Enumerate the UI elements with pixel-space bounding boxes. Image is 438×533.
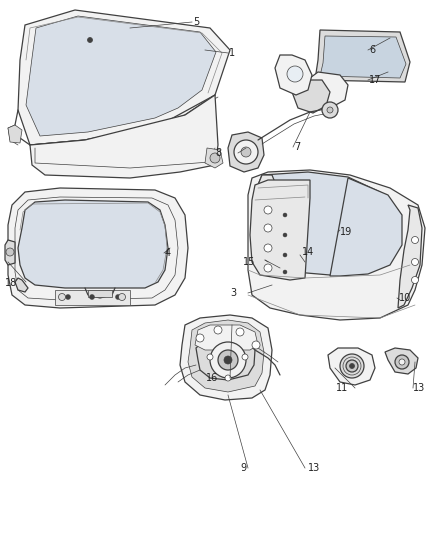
Text: 15: 15 bbox=[243, 257, 255, 267]
Circle shape bbox=[214, 326, 222, 334]
Circle shape bbox=[346, 360, 358, 372]
Polygon shape bbox=[8, 125, 22, 143]
Circle shape bbox=[224, 356, 232, 364]
Circle shape bbox=[210, 153, 220, 163]
Polygon shape bbox=[320, 36, 406, 78]
Polygon shape bbox=[385, 348, 418, 374]
Polygon shape bbox=[30, 95, 218, 178]
Circle shape bbox=[119, 294, 126, 301]
Text: 6: 6 bbox=[369, 45, 375, 55]
Polygon shape bbox=[18, 200, 168, 288]
Text: 19: 19 bbox=[340, 227, 352, 237]
Text: 18: 18 bbox=[5, 278, 17, 288]
Text: 13: 13 bbox=[413, 383, 425, 393]
Circle shape bbox=[411, 277, 418, 284]
Circle shape bbox=[196, 334, 204, 342]
Circle shape bbox=[395, 355, 409, 369]
Circle shape bbox=[241, 147, 251, 157]
Text: 14: 14 bbox=[302, 247, 314, 257]
Polygon shape bbox=[88, 290, 112, 297]
Polygon shape bbox=[328, 348, 375, 385]
Circle shape bbox=[264, 264, 272, 272]
Text: 13: 13 bbox=[308, 463, 320, 473]
Text: 11: 11 bbox=[336, 383, 348, 393]
Polygon shape bbox=[398, 205, 422, 308]
Circle shape bbox=[283, 213, 287, 217]
Polygon shape bbox=[15, 278, 28, 292]
Polygon shape bbox=[292, 80, 330, 113]
Polygon shape bbox=[188, 320, 264, 392]
Circle shape bbox=[225, 375, 231, 381]
Text: 17: 17 bbox=[369, 75, 381, 85]
Polygon shape bbox=[315, 30, 410, 82]
Circle shape bbox=[264, 206, 272, 214]
Circle shape bbox=[89, 295, 95, 300]
Circle shape bbox=[88, 37, 92, 43]
Circle shape bbox=[264, 244, 272, 252]
Polygon shape bbox=[8, 188, 188, 308]
Circle shape bbox=[6, 248, 14, 256]
Circle shape bbox=[218, 350, 238, 370]
Text: 7: 7 bbox=[294, 142, 300, 152]
Circle shape bbox=[411, 259, 418, 265]
Polygon shape bbox=[26, 16, 216, 136]
Text: 9: 9 bbox=[240, 463, 246, 473]
Polygon shape bbox=[248, 170, 425, 320]
Polygon shape bbox=[275, 55, 312, 95]
Circle shape bbox=[116, 295, 120, 300]
Circle shape bbox=[287, 66, 303, 82]
Text: 3: 3 bbox=[230, 288, 236, 298]
Polygon shape bbox=[195, 325, 258, 350]
Circle shape bbox=[350, 364, 354, 368]
Polygon shape bbox=[5, 240, 15, 265]
Polygon shape bbox=[180, 315, 272, 400]
Polygon shape bbox=[253, 175, 278, 268]
Polygon shape bbox=[55, 290, 130, 305]
Circle shape bbox=[59, 294, 66, 301]
Polygon shape bbox=[205, 148, 223, 168]
Circle shape bbox=[283, 233, 287, 237]
Polygon shape bbox=[196, 338, 255, 380]
Circle shape bbox=[252, 341, 260, 349]
Polygon shape bbox=[305, 72, 348, 108]
Circle shape bbox=[264, 224, 272, 232]
Circle shape bbox=[322, 102, 338, 118]
Circle shape bbox=[236, 328, 244, 336]
Circle shape bbox=[283, 270, 287, 274]
Text: 8: 8 bbox=[216, 148, 222, 158]
Circle shape bbox=[327, 107, 333, 113]
Text: 5: 5 bbox=[193, 17, 199, 27]
Circle shape bbox=[207, 354, 213, 360]
Text: 16: 16 bbox=[206, 373, 218, 383]
Circle shape bbox=[283, 253, 287, 257]
Circle shape bbox=[66, 295, 71, 300]
Text: 10: 10 bbox=[399, 293, 411, 303]
Polygon shape bbox=[250, 180, 310, 280]
Text: 4: 4 bbox=[165, 248, 171, 258]
Polygon shape bbox=[253, 172, 400, 275]
Polygon shape bbox=[15, 197, 178, 300]
Polygon shape bbox=[18, 10, 230, 145]
Circle shape bbox=[340, 354, 364, 378]
Circle shape bbox=[399, 359, 405, 365]
Polygon shape bbox=[330, 178, 402, 276]
Polygon shape bbox=[228, 132, 264, 172]
Circle shape bbox=[242, 354, 248, 360]
Circle shape bbox=[210, 342, 246, 378]
Circle shape bbox=[411, 237, 418, 244]
Text: 1: 1 bbox=[229, 48, 235, 58]
Circle shape bbox=[234, 140, 258, 164]
